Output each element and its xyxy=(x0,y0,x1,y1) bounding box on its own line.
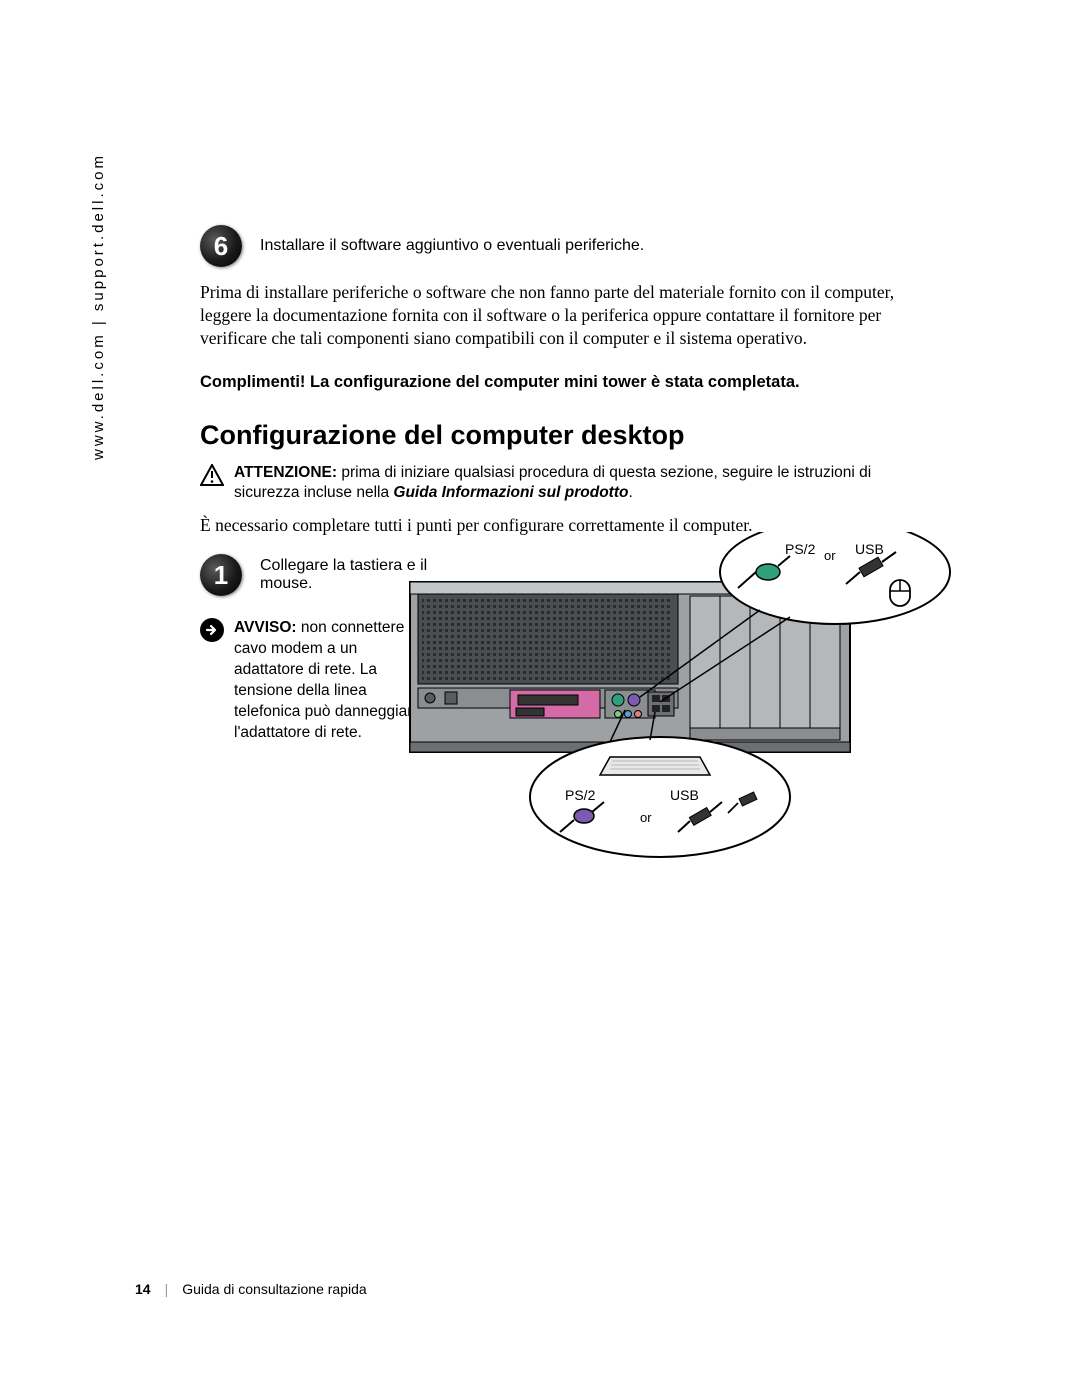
congrats-text: Complimenti! La configurazione del compu… xyxy=(200,373,940,392)
label-ps2-bot: PS/2 xyxy=(565,787,596,803)
step-6-row: 6 Installare il software aggiuntivo o ev… xyxy=(200,225,940,267)
label-or-top: or xyxy=(824,548,836,563)
step-6-circle: 6 xyxy=(200,225,242,267)
notice-arrow-icon xyxy=(200,618,224,642)
warning-block: ATTENZIONE: prima di iniziare qualsiasi … xyxy=(200,463,940,503)
computer-diagram: PS/2 or USB xyxy=(390,532,955,862)
warning-triangle-icon xyxy=(200,464,224,486)
label-usb-bot: USB xyxy=(670,787,699,803)
page-footer: 14 | Guida di consultazione rapida xyxy=(135,1281,367,1297)
page-number: 14 xyxy=(135,1281,151,1297)
label-usb-top: USB xyxy=(855,541,884,557)
warning-text: ATTENZIONE: prima di iniziare qualsiasi … xyxy=(234,463,940,503)
section-heading: Configurazione del computer desktop xyxy=(200,420,940,451)
side-url: www.dell.com | support.dell.com xyxy=(90,153,107,460)
label-ps2-top: PS/2 xyxy=(785,541,816,557)
step-6-text: Installare il software aggiuntivo o even… xyxy=(260,237,644,255)
label-or-bot: or xyxy=(640,810,652,825)
warning-text-em: Guida Informazioni sul prodotto xyxy=(393,484,628,501)
footer-title: Guida di consultazione rapida xyxy=(182,1281,366,1297)
warning-label: ATTENZIONE: xyxy=(234,464,337,481)
intro-paragraph: Prima di installare periferiche o softwa… xyxy=(200,281,940,349)
footer-divider: | xyxy=(165,1281,169,1297)
notice-label: AVVISO: xyxy=(234,619,297,636)
main-content: 6 Installare il software aggiuntivo o ev… xyxy=(200,225,940,744)
step-1-circle: 1 xyxy=(200,554,242,596)
step-1-area: 1 Collegare la tastiera e il mouse. AVVI… xyxy=(200,554,940,744)
warning-text-b: . xyxy=(628,484,632,501)
